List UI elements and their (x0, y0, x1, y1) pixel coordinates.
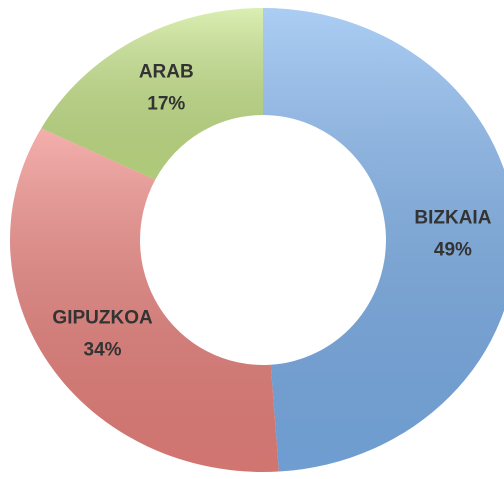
slice-value: 49% (434, 239, 472, 260)
slice-label: GIPUZKOA (52, 307, 153, 328)
slice-label: ARAB (139, 62, 194, 83)
slice (9, 128, 279, 472)
slices (9, 8, 504, 472)
slice-value: 17% (147, 94, 185, 115)
slice-value: 34% (84, 339, 122, 360)
slice-label: BIZKAIA (414, 207, 491, 228)
